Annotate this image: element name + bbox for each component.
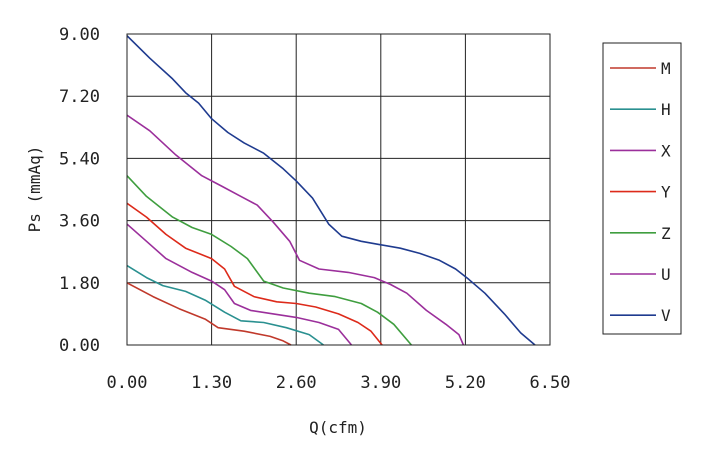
plot-background [127,34,550,345]
legend-label: H [661,100,671,119]
y-tick-label: 9.00 [59,25,100,45]
legend-label: V [661,306,671,325]
legend-label: X [661,141,671,160]
legend-box [602,42,682,335]
x-tick-label: 6.50 [530,373,571,393]
x-tick-label: 2.60 [276,373,317,393]
y-tick-label: 1.80 [59,274,100,294]
legend-label: Y [661,183,671,202]
series-line-u [126,114,465,346]
series-lines [126,35,536,346]
series-line-v [126,35,536,346]
y-tick-label: 0.00 [59,336,100,356]
series-line-h [126,264,324,346]
x-tick-label: 5.20 [445,373,486,393]
plot-border [126,33,551,346]
legend-label: M [661,59,671,78]
y-tick-label: 7.20 [59,87,100,107]
series-line-y [126,202,383,346]
y-axis-title: Ps (mmAq) [25,146,44,233]
x-tick-label: 3.90 [360,373,401,393]
x-tick-label: 0.00 [107,373,148,393]
y-tick-label: 5.40 [59,149,100,169]
legend-label: U [661,265,671,284]
x-axis-title: Q(cfm) [309,418,367,437]
series-line-z [126,175,413,346]
legend: M H X Y Z U V [602,42,682,335]
series-line-m [126,282,292,346]
y-tick-label: 3.60 [59,212,100,232]
legend-label: Z [661,224,671,243]
x-tick-labels: 0.00 1.30 2.60 3.90 5.20 6.50 [107,373,571,393]
x-tick-label: 1.30 [191,373,232,393]
y-tick-labels: 0.00 1.80 3.60 5.40 7.20 9.00 [59,25,100,356]
series-line-x [126,223,353,346]
